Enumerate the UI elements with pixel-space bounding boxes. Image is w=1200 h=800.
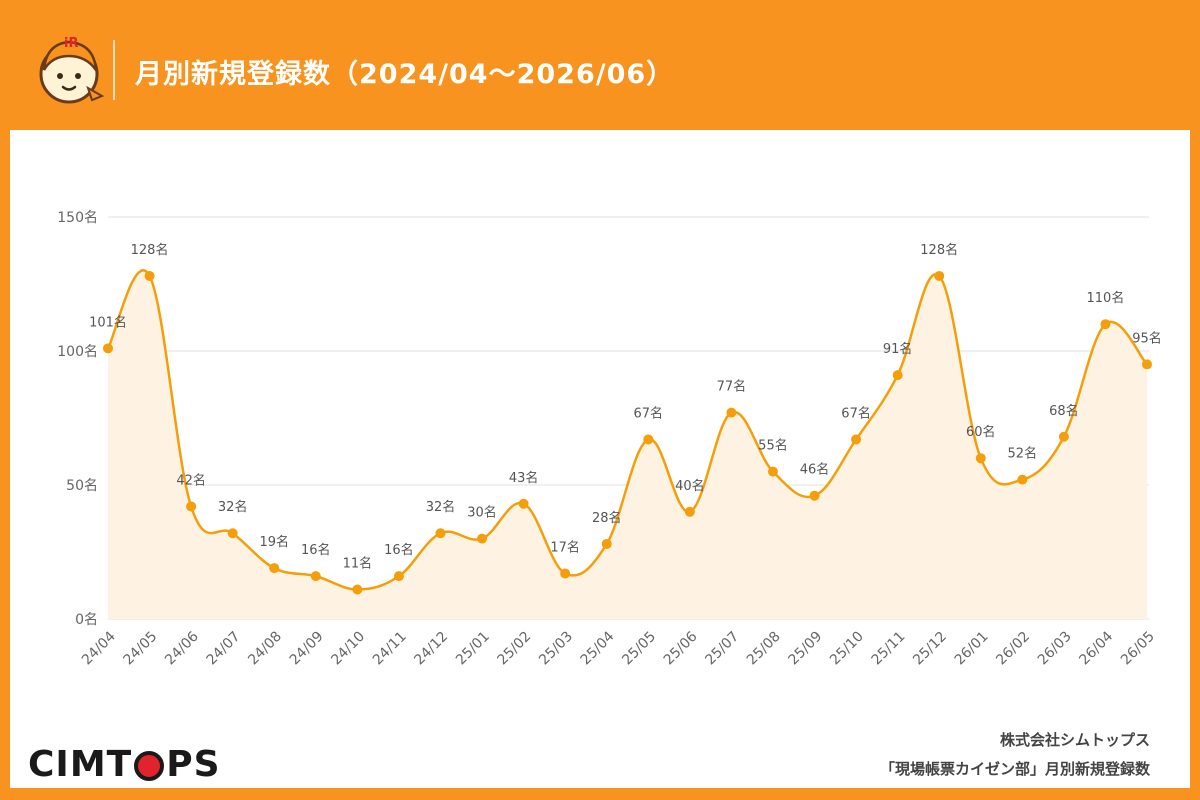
data-point xyxy=(186,501,197,512)
company-name: 株式会社シムトップス xyxy=(999,731,1150,749)
x-tick-label: 26/04 xyxy=(1076,628,1116,668)
x-tick-label: 24/12 xyxy=(411,629,451,669)
data-label: 67名 xyxy=(634,405,664,421)
mascot-character-icon: iR xyxy=(39,36,105,104)
data-point xyxy=(103,343,113,354)
x-tick-label: 24/08 xyxy=(245,629,285,669)
data-label: 46名 xyxy=(800,462,830,478)
chart-caption: 「現場帳票カイゼン部」月別新規登録数 xyxy=(879,760,1150,778)
data-point xyxy=(477,533,488,544)
data-label: 40名 xyxy=(675,478,705,494)
data-label: 19名 xyxy=(259,534,289,550)
x-tick-label: 25/06 xyxy=(661,628,701,668)
x-tick-label: 24/10 xyxy=(328,629,368,669)
header-bar: iR 月別新規登録数（2024/04〜2026/06） xyxy=(0,0,1200,130)
brand-o-dot-icon xyxy=(134,750,165,781)
series-line xyxy=(106,269,1148,591)
data-label: 55名 xyxy=(758,438,788,454)
data-point xyxy=(269,563,280,574)
data-point xyxy=(227,528,238,539)
mascot-tag: iR xyxy=(64,36,78,51)
x-tick-label: 26/01 xyxy=(952,629,992,669)
y-tick-label: 150名 xyxy=(57,210,98,226)
brand-suffix: PS xyxy=(166,744,221,785)
x-tick-label: 25/05 xyxy=(619,629,659,669)
data-point xyxy=(934,270,945,281)
data-label: 128名 xyxy=(131,242,169,258)
data-label: 128名 xyxy=(920,242,958,258)
x-tick-label: 25/11 xyxy=(869,629,909,669)
x-tick-label: 25/09 xyxy=(785,629,825,669)
x-tick-label: 25/02 xyxy=(495,629,535,669)
x-tick-label: 24/09 xyxy=(287,629,327,669)
data-label: 77名 xyxy=(717,379,747,395)
y-tick-label: 0名 xyxy=(75,612,98,628)
x-tick-label: 25/10 xyxy=(827,629,867,669)
data-label: 16名 xyxy=(384,542,414,558)
x-tick-label: 24/11 xyxy=(370,629,410,669)
data-point xyxy=(518,498,529,509)
data-label: 30名 xyxy=(467,505,497,521)
data-label: 42名 xyxy=(176,472,206,488)
data-label: 110名 xyxy=(1087,290,1125,306)
x-tick-label: 25/12 xyxy=(910,629,950,669)
y-tick-label: 50名 xyxy=(66,478,98,494)
x-tick-label: 26/03 xyxy=(1035,629,1075,669)
data-point xyxy=(601,538,612,549)
x-tick-label: 26/05 xyxy=(1118,629,1158,669)
data-label: 60名 xyxy=(966,424,996,440)
data-point xyxy=(892,370,903,381)
data-point xyxy=(975,453,986,464)
data-label: 95名 xyxy=(1132,330,1162,346)
chart-panel: 0名 50名 100名 150名 101名 128名 42名 32名 19名 16名 11名 16名 3… xyxy=(10,130,1190,788)
data-point xyxy=(851,434,862,445)
x-tick-label: 25/08 xyxy=(744,629,784,669)
x-tick-label: 25/04 xyxy=(578,628,618,668)
y-tick-label: 100名 xyxy=(57,344,98,360)
data-point xyxy=(684,506,695,517)
data-point xyxy=(1100,319,1111,330)
page-title: 月別新規登録数（2024/04〜2026/06） xyxy=(135,59,675,90)
line-chart: 0名 50名 100名 150名 101名 128名 42名 32名 19名 16名 11名 16名 3… xyxy=(57,210,1162,669)
data-label: 32名 xyxy=(426,499,456,515)
data-label: 68名 xyxy=(1049,403,1079,419)
x-tick-label: 25/07 xyxy=(702,629,742,669)
data-label: 17名 xyxy=(550,539,580,555)
data-point xyxy=(1142,359,1152,370)
x-tick-label: 24/07 xyxy=(204,629,244,669)
data-point xyxy=(352,584,363,595)
x-tick-label: 25/01 xyxy=(453,629,493,669)
data-label: 67名 xyxy=(841,405,871,421)
data-point xyxy=(435,528,446,539)
data-label: 101名 xyxy=(89,314,127,330)
data-label: 91名 xyxy=(883,341,913,357)
x-tick-label: 24/04 xyxy=(79,628,119,668)
data-label: 43名 xyxy=(509,470,539,486)
x-tick-label: 24/05 xyxy=(121,629,161,669)
data-label: 16名 xyxy=(301,542,331,558)
brand-prefix: CIMT xyxy=(28,744,133,785)
data-point xyxy=(1017,474,1028,485)
x-tick-label: 24/06 xyxy=(162,628,202,668)
brand-logo: CIMT PS xyxy=(28,744,221,785)
data-point xyxy=(1058,431,1069,442)
data-label: 11名 xyxy=(343,556,373,572)
data-point xyxy=(393,571,404,582)
x-tick-label: 26/02 xyxy=(993,629,1033,669)
data-point xyxy=(809,490,820,501)
header-divider xyxy=(113,40,115,100)
data-point xyxy=(310,571,321,582)
data-label: 32名 xyxy=(218,499,248,515)
data-point xyxy=(767,466,778,477)
data-point xyxy=(726,407,737,418)
data-point xyxy=(643,434,654,445)
data-label: 28名 xyxy=(592,510,622,526)
data-label: 52名 xyxy=(1008,446,1038,462)
area-fill xyxy=(108,270,1147,619)
data-point xyxy=(144,270,155,281)
x-tick-label: 25/03 xyxy=(536,629,576,669)
data-point xyxy=(560,568,571,579)
